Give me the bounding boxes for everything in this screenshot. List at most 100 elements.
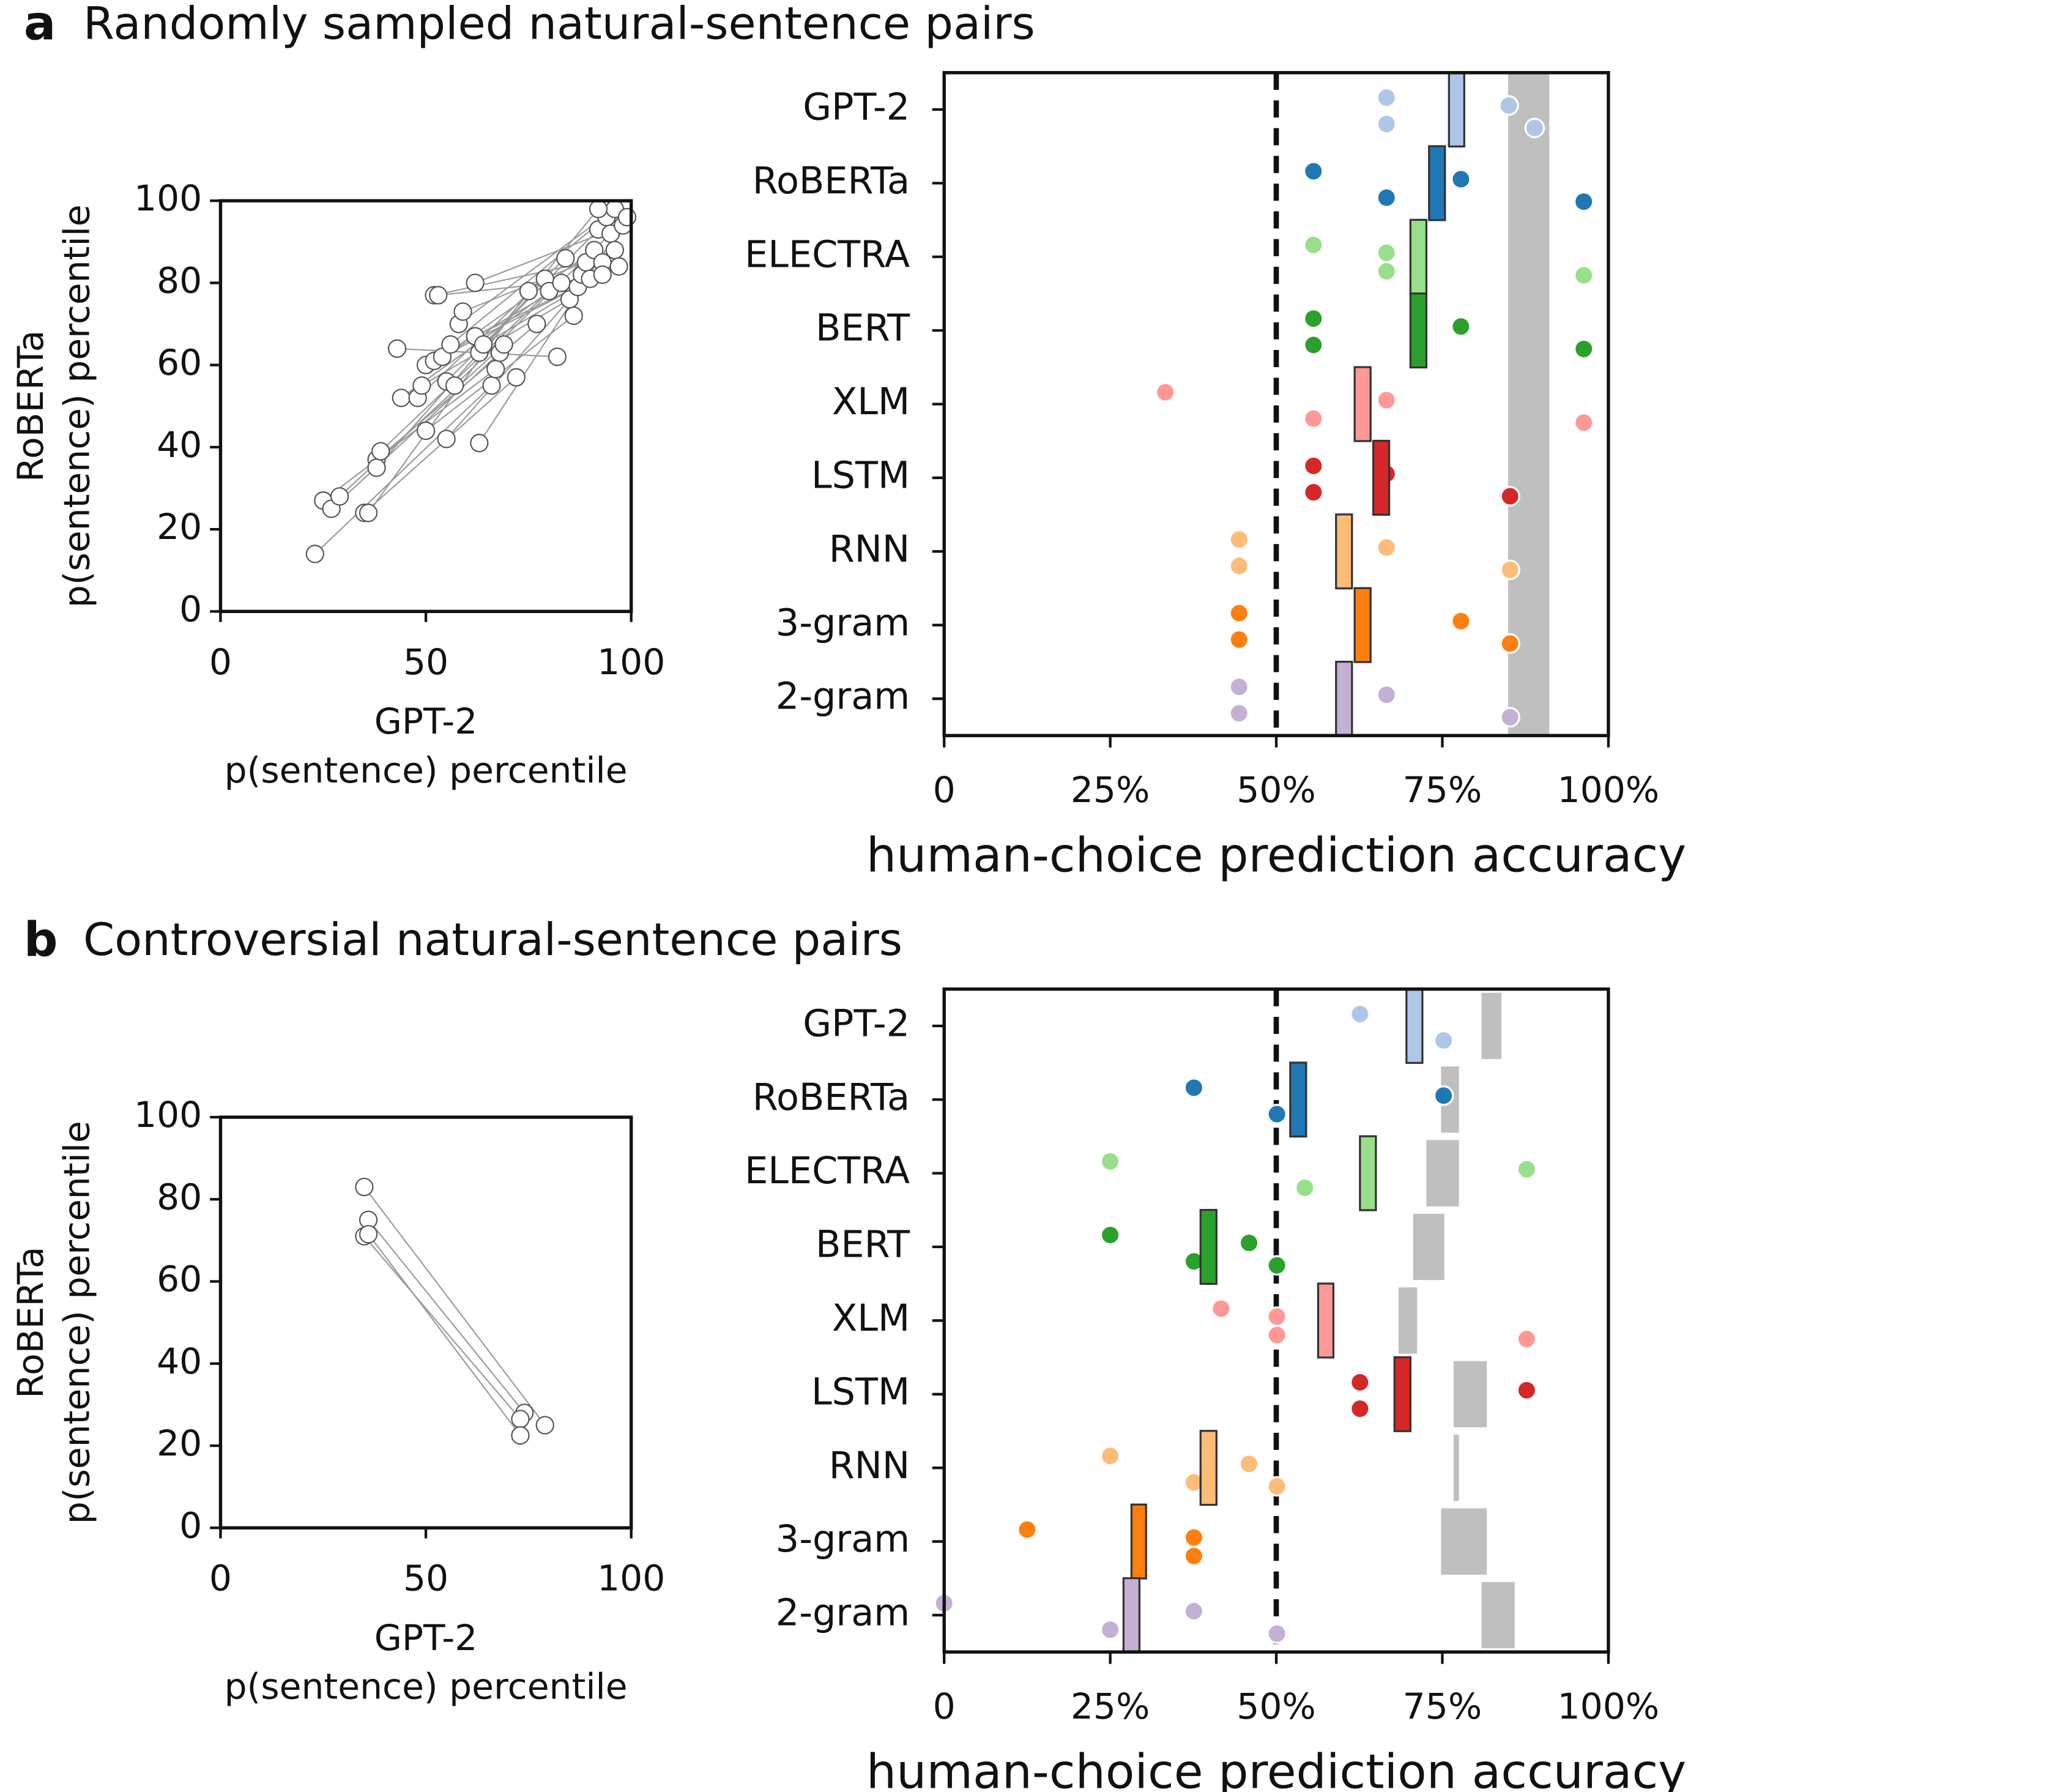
subject-point (1099, 1446, 1121, 1467)
subject-point (1303, 455, 1324, 477)
subject-point (1099, 1151, 1121, 1172)
y-tick-label: ELECTRA (745, 233, 910, 276)
point (453, 302, 472, 321)
subject-point (1017, 1519, 1038, 1540)
pair-line (363, 1186, 546, 1426)
subject-point (1350, 1003, 1370, 1025)
subject-point (1573, 191, 1594, 212)
x-tick-label: 75% (1403, 1686, 1482, 1727)
x-tick-label: 100 (597, 641, 665, 683)
subject-point (1266, 1104, 1287, 1125)
point (609, 257, 628, 276)
subject-point (1099, 1224, 1121, 1246)
point (355, 1178, 374, 1197)
subject-point (1376, 242, 1397, 263)
pair-line (380, 291, 550, 452)
noise-ceiling (1398, 1287, 1418, 1354)
noise-ceiling (1413, 1213, 1445, 1281)
panel-title: Randomly sampled natural-sentence pairs (83, 0, 1035, 50)
subject-point (1294, 1177, 1315, 1199)
subject-point (1524, 117, 1545, 138)
subject-point (1211, 1298, 1232, 1319)
x-tick-label: 25% (1071, 769, 1150, 811)
point (412, 376, 431, 395)
pair-line (368, 1219, 525, 1413)
point (470, 434, 489, 453)
subject-point (1303, 481, 1324, 503)
point (617, 207, 637, 227)
subject-point (1266, 1255, 1287, 1276)
subject-point (1266, 1623, 1287, 1644)
subject-point (1303, 408, 1324, 429)
point (552, 273, 571, 292)
plot-frame (218, 1115, 633, 1530)
mean-box (1199, 1208, 1218, 1285)
point (535, 1416, 554, 1435)
noise-ceiling (1508, 72, 1550, 736)
x-axis-label: GPT-2 (374, 1617, 478, 1659)
y-tick-label: LSTM (811, 1370, 910, 1413)
subject-point (1500, 559, 1520, 581)
subject-point (1376, 261, 1397, 282)
point (387, 339, 407, 358)
y-tick-label: 60 (157, 1258, 202, 1300)
x-tick-label: 75% (1403, 769, 1482, 811)
pair-line (478, 217, 628, 444)
y-tick-label: 2-gram (776, 1592, 910, 1635)
pair-line (458, 208, 615, 325)
plot-frame (942, 71, 1610, 737)
x-tick-label: 25% (1071, 1686, 1150, 1727)
pair-line (450, 217, 608, 345)
x-tick-label: 0 (209, 1558, 232, 1599)
subject-point (1498, 95, 1519, 116)
subject-point (1303, 234, 1324, 256)
point (429, 286, 448, 305)
point (359, 504, 378, 522)
subject-point (1573, 338, 1594, 360)
mean-box (1199, 1430, 1218, 1506)
point (527, 314, 546, 333)
point (507, 368, 526, 387)
mean-box (1317, 1282, 1335, 1359)
x-tick-label: 100 (597, 1558, 665, 1599)
subject-point (1376, 390, 1397, 411)
subject-point (1238, 1232, 1260, 1254)
plot-frame (218, 199, 633, 614)
mean-box (1448, 71, 1465, 148)
point (474, 335, 493, 354)
point (371, 442, 390, 461)
subject-point (1500, 707, 1520, 728)
subject-point (1350, 1398, 1370, 1419)
point (482, 376, 501, 395)
subject-point (1183, 1545, 1205, 1567)
y-tick-label: 3-gram (776, 1518, 910, 1561)
x-axis-label: human-choice prediction accuracy (866, 828, 1686, 883)
subject-point (1229, 529, 1249, 550)
point (511, 1426, 530, 1445)
y-tick-label: 20 (157, 1422, 202, 1464)
x-tick-label: 100% (1558, 1686, 1660, 1727)
y-tick-label: 2-gram (776, 675, 910, 718)
subject-point (1266, 1476, 1287, 1497)
x-axis-label: p(sentence) percentile (225, 1666, 628, 1708)
y-tick-label: XLM (832, 381, 910, 423)
y-tick-label: 0 (179, 588, 202, 630)
mean-box (1353, 587, 1372, 663)
panel-label: a (24, 0, 56, 51)
subject-point (1516, 1380, 1538, 1401)
subject-point (1229, 603, 1249, 623)
mean-box (1428, 145, 1446, 221)
subject-point (1303, 161, 1324, 182)
subject-point (1238, 1453, 1260, 1474)
subject-point (1573, 265, 1594, 286)
y-axis-label: RoBERTa (10, 330, 51, 482)
point (511, 1410, 530, 1429)
y-tick-label: 3-gram (776, 601, 910, 644)
noise-ceiling (1481, 1582, 1515, 1649)
point (466, 273, 485, 292)
subject-point (1350, 1372, 1370, 1393)
mean-box (1353, 366, 1372, 442)
point (367, 458, 386, 477)
noise-ceiling (1453, 1361, 1487, 1427)
plot-frame (942, 987, 1610, 1654)
